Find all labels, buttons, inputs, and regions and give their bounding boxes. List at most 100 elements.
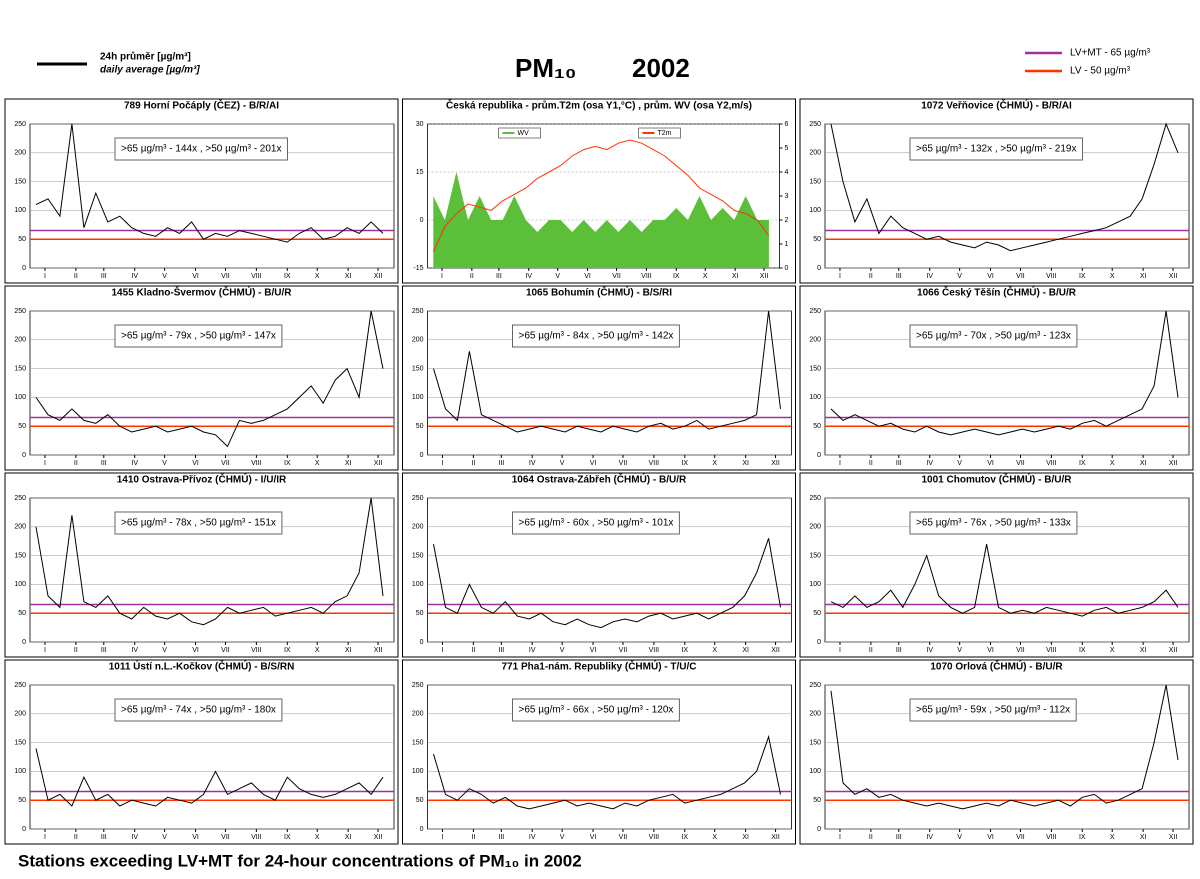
y-tick-label: 150 — [809, 365, 821, 372]
x-tick-label: IV — [131, 273, 138, 280]
y-tick-label: 150 — [412, 365, 424, 372]
x-tick-label: VIII — [1046, 460, 1057, 467]
x-tick-label: IX — [284, 273, 291, 280]
y-tick-label: 50 — [416, 610, 424, 617]
y-tick-label: 0 — [22, 452, 26, 459]
annotation-box — [114, 698, 283, 722]
y-tick-label: 100 — [14, 768, 26, 775]
x-tick-label: III — [896, 834, 902, 841]
x-tick-label: V — [162, 273, 167, 280]
y-tick-label: 100 — [412, 768, 424, 775]
x-tick-label: VIII — [251, 834, 262, 841]
y-tick-label: 250 — [809, 682, 821, 689]
x-tick-label: VI — [192, 647, 199, 654]
y-tick-label: 0 — [817, 826, 821, 833]
x-tick-label: X — [712, 647, 717, 654]
y-tick-label: 0 — [22, 265, 26, 272]
x-tick-label: III — [498, 834, 504, 841]
panel-title: 1070 Orlová (ČHMÚ) - B/U/R — [930, 660, 1063, 673]
x-tick-label: IX — [1079, 460, 1086, 467]
x-tick-label: II — [471, 834, 475, 841]
panel-title: 771 Pha1-nám. Republiky (ČHMÚ) - T/U/C — [501, 660, 696, 673]
x-tick-label: I — [44, 273, 46, 280]
x-tick-label: X — [712, 460, 717, 467]
panel-title: 1065 Bohumín (ČHMÚ) - B/S/RI — [526, 286, 672, 299]
x-tick-label: VI — [590, 460, 597, 467]
x-tick-label: VII — [1016, 834, 1025, 841]
y-tick-label: 0 — [817, 265, 821, 272]
panel — [4, 285, 399, 471]
line — [35, 123, 384, 243]
y-tick-label: 50 — [813, 236, 821, 243]
x-tick-label: V — [162, 460, 167, 467]
y-tick-label: 50 — [416, 423, 424, 430]
x-tick-label: XI — [1140, 834, 1147, 841]
panel-title: 1455 Kladno-Švermov (ČHMÚ) - B/U/R — [111, 286, 292, 299]
y-tick-label: 50 — [18, 423, 26, 430]
x-tick-label: V — [560, 834, 565, 841]
x-tick-label: IX — [1079, 834, 1086, 841]
y-tick-label: 0 — [420, 452, 424, 459]
annotation-box — [114, 511, 283, 535]
x-tick-label: X — [1110, 273, 1115, 280]
annotation: >65 µg/m³ - 132x , >50 µg/m³ - 219x — [916, 144, 1076, 155]
y-tick-label: 0 — [420, 217, 424, 224]
x-tick-label: III — [101, 273, 107, 280]
x-tick-label: VII — [619, 834, 628, 841]
y-tick-label: 250 — [809, 308, 821, 315]
x-tick-label: X — [1110, 460, 1115, 467]
x-tick-label: XI — [742, 460, 749, 467]
y-tick-label: 100 — [14, 581, 26, 588]
y-tick-label: 250 — [14, 682, 26, 689]
y-tick-label: 30 — [416, 121, 424, 128]
annotation-box — [114, 137, 288, 161]
y-tick-label: 100 — [412, 581, 424, 588]
x-tick-label: III — [896, 460, 902, 467]
line — [830, 684, 1179, 810]
y-tick-label: 150 — [809, 552, 821, 559]
annotation: >65 µg/m³ - 78x , >50 µg/m³ - 151x — [121, 518, 276, 529]
x-tick-label: XI — [1140, 647, 1147, 654]
legend-label: T2m — [658, 130, 672, 137]
x-tick-label: II — [471, 460, 475, 467]
x-tick-label: I — [839, 460, 841, 467]
x-tick-label: V — [162, 834, 167, 841]
panel — [402, 285, 796, 471]
panel-title: 1410 Ostrava-Přívoz (ČHMÚ) - I/U/IR — [117, 473, 287, 486]
x-tick-label: I — [839, 834, 841, 841]
x-tick-label: I — [441, 273, 443, 280]
annotation: >65 µg/m³ - 60x , >50 µg/m³ - 101x — [519, 518, 674, 529]
line — [433, 310, 781, 433]
annotation-box — [909, 511, 1078, 535]
panel — [4, 472, 399, 658]
line — [35, 748, 384, 807]
panel — [799, 98, 1194, 284]
x-tick-label: X — [315, 273, 320, 280]
x-tick-label: IV — [926, 460, 933, 467]
y-tick-label: 200 — [14, 337, 26, 344]
y-tick-label: 150 — [412, 552, 424, 559]
panel-title: 789 Horní Počáply (ČEZ) - B/R/AI — [124, 99, 279, 112]
y2-tick-label: 0 — [785, 265, 789, 272]
x-tick-label: II — [470, 273, 474, 280]
panel-title: 1011 Ústí n.L.-Kočkov (ČHMÚ) - B/S/RN — [109, 660, 295, 673]
annotation-box — [114, 324, 283, 348]
x-tick-label: IV — [529, 834, 536, 841]
line — [432, 139, 770, 253]
y-tick-label: 250 — [14, 121, 26, 128]
y-tick-label: 200 — [809, 524, 821, 531]
y-tick-label: 50 — [813, 797, 821, 804]
y-tick-label: 250 — [809, 121, 821, 128]
annotation-box — [512, 511, 680, 535]
x-tick-label: VIII — [1046, 273, 1057, 280]
x-tick-label: X — [315, 834, 320, 841]
y-tick-label: 150 — [14, 552, 26, 559]
main-title: PM₁₀ — [515, 53, 576, 83]
x-tick-label: II — [869, 460, 873, 467]
annotation: >65 µg/m³ - 76x , >50 µg/m³ - 133x — [916, 518, 1071, 529]
x-tick-label: IV — [529, 647, 536, 654]
x-tick-label: VIII — [1046, 647, 1057, 654]
x-tick-label: II — [74, 834, 78, 841]
x-tick-label: VIII — [649, 647, 660, 654]
